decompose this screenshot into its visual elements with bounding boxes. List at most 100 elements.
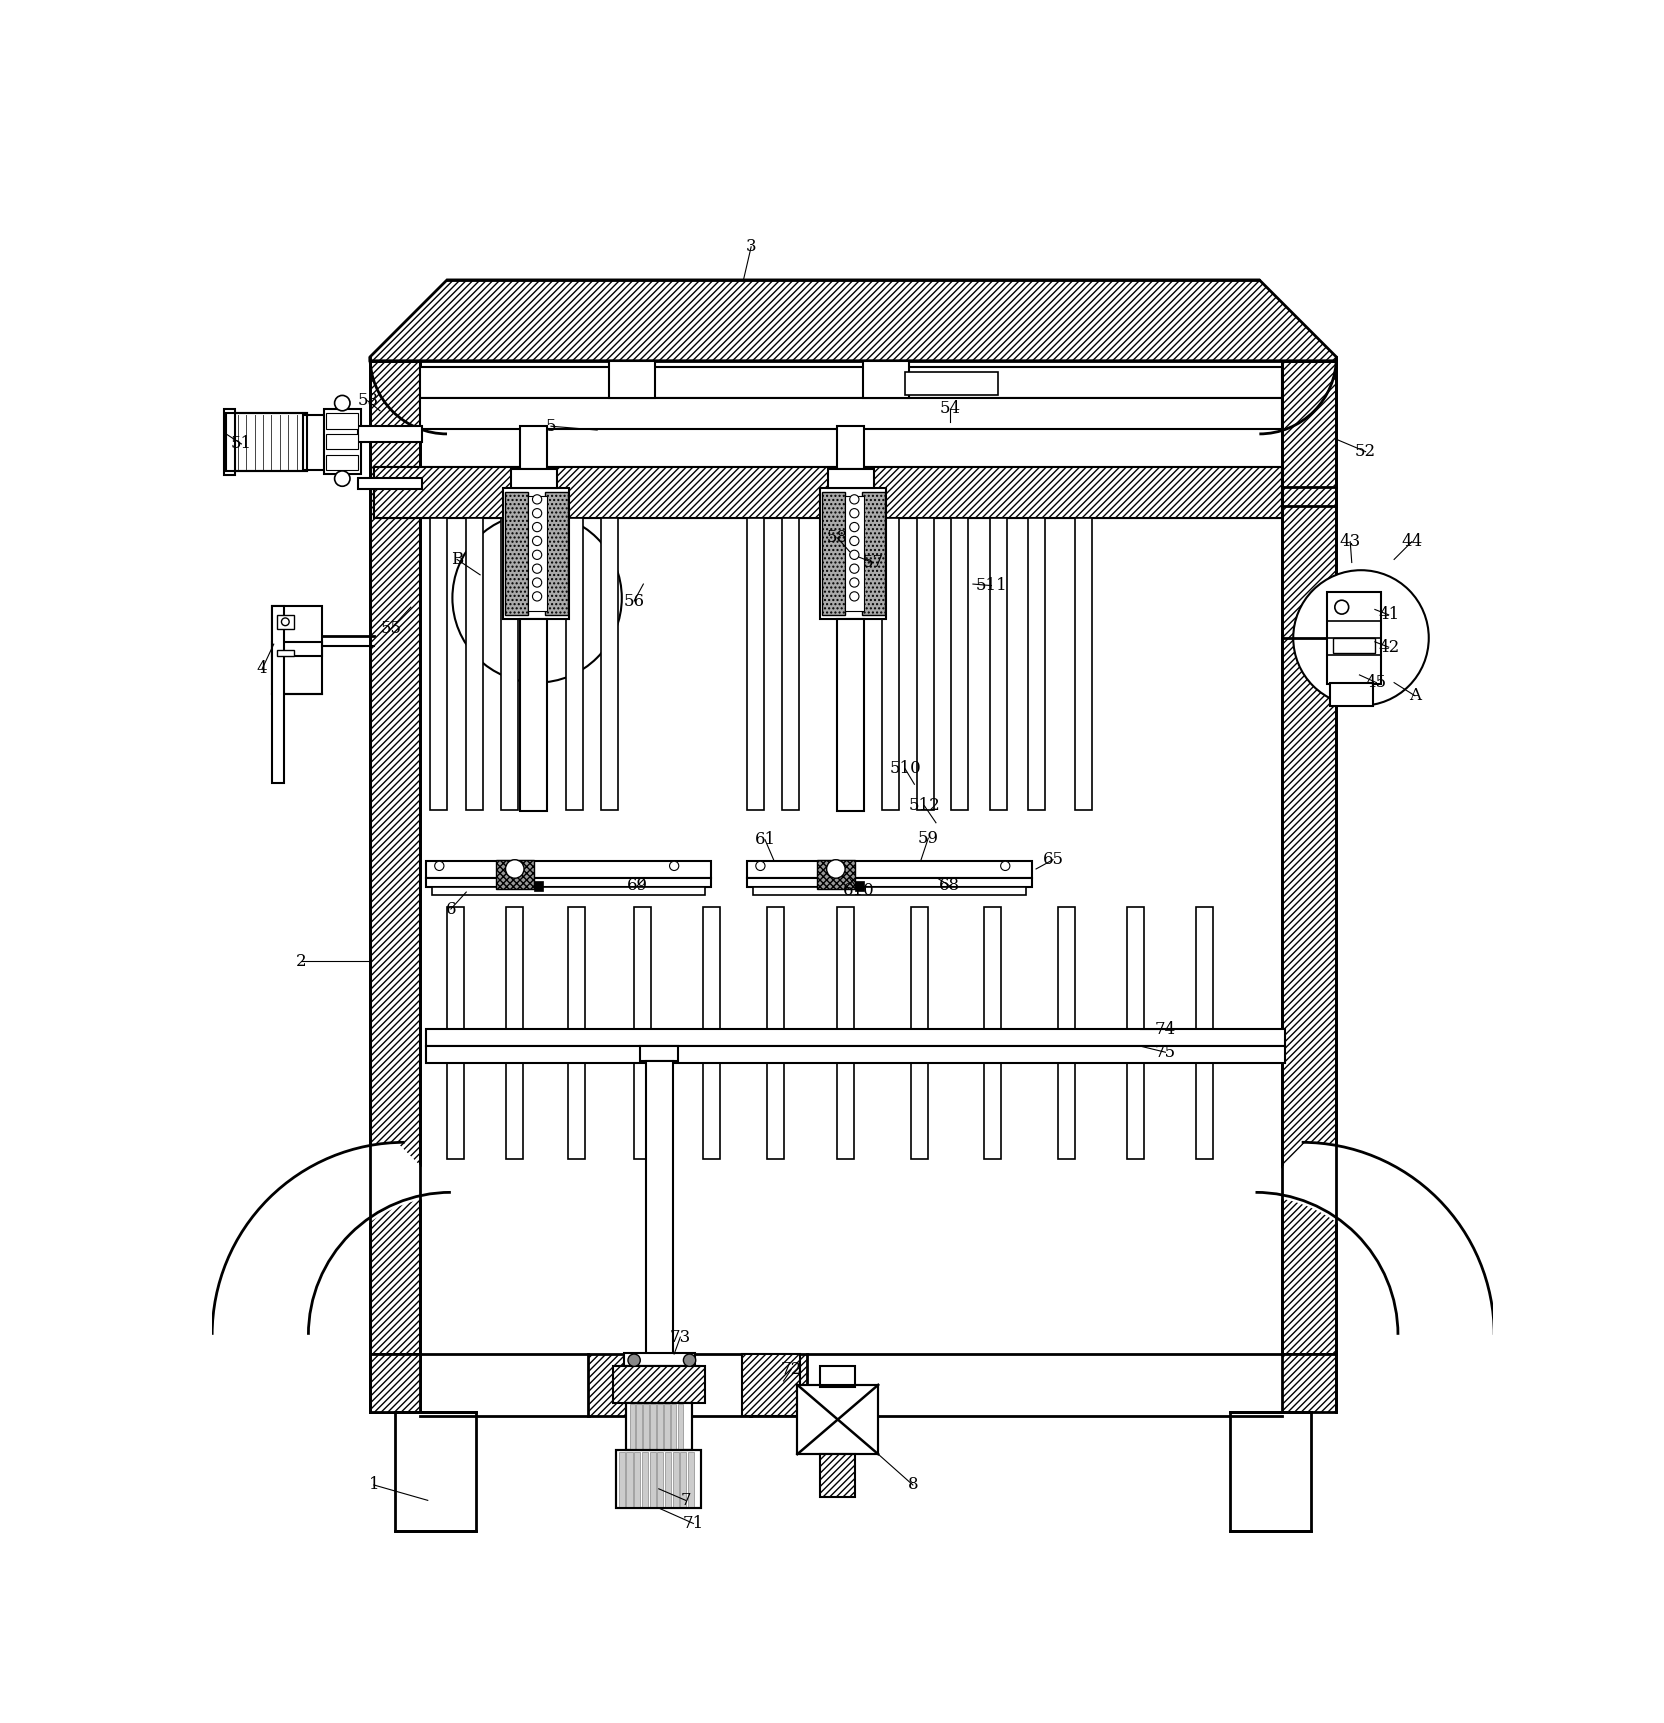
Bar xyxy=(749,1354,807,1416)
Bar xyxy=(820,1366,855,1387)
Circle shape xyxy=(1335,600,1350,613)
Bar xyxy=(609,360,656,398)
Bar xyxy=(822,491,845,615)
Bar xyxy=(601,519,617,810)
Circle shape xyxy=(532,522,542,532)
Bar xyxy=(905,372,997,395)
Text: 68: 68 xyxy=(938,877,960,894)
Bar xyxy=(837,426,864,469)
Bar xyxy=(426,862,711,879)
Bar xyxy=(616,1451,701,1508)
Bar xyxy=(634,1063,651,1160)
Bar xyxy=(534,880,542,891)
Text: 512: 512 xyxy=(909,798,940,815)
Bar xyxy=(1127,908,1143,1030)
Bar xyxy=(747,862,1032,879)
Circle shape xyxy=(1293,570,1429,706)
Bar xyxy=(419,398,1283,429)
Circle shape xyxy=(532,591,542,601)
Circle shape xyxy=(334,470,349,486)
Text: 61: 61 xyxy=(754,830,775,848)
Circle shape xyxy=(434,862,444,870)
Circle shape xyxy=(532,495,542,505)
Bar xyxy=(273,641,323,656)
Bar xyxy=(226,414,306,470)
Bar xyxy=(1075,519,1092,810)
Text: 7: 7 xyxy=(681,1492,691,1509)
Bar xyxy=(636,1404,642,1449)
Circle shape xyxy=(532,536,542,546)
Bar xyxy=(747,519,764,810)
Circle shape xyxy=(532,508,542,519)
Bar xyxy=(752,887,1027,896)
Bar xyxy=(797,1385,879,1454)
Bar xyxy=(651,1404,656,1449)
Circle shape xyxy=(850,522,859,532)
Bar xyxy=(521,426,547,469)
Text: 8: 8 xyxy=(907,1477,919,1494)
Bar xyxy=(704,1063,721,1160)
Bar xyxy=(1058,908,1075,1030)
Bar xyxy=(223,410,235,476)
Circle shape xyxy=(506,860,524,879)
Bar xyxy=(672,1452,679,1506)
Text: 59: 59 xyxy=(919,830,938,846)
Bar xyxy=(681,1452,687,1506)
Bar xyxy=(864,360,909,398)
Text: 44: 44 xyxy=(1401,532,1423,550)
Circle shape xyxy=(850,508,859,519)
Text: 510: 510 xyxy=(889,760,922,777)
Bar xyxy=(912,908,929,1030)
Bar xyxy=(567,1063,584,1160)
Bar xyxy=(273,605,323,694)
Polygon shape xyxy=(205,1142,451,1335)
Bar xyxy=(990,519,1007,810)
Bar xyxy=(634,908,651,1030)
Text: 1: 1 xyxy=(368,1477,379,1494)
Bar xyxy=(1127,1063,1143,1160)
Circle shape xyxy=(850,495,859,505)
Bar xyxy=(704,908,721,1030)
Bar xyxy=(626,1403,692,1451)
Bar xyxy=(687,1452,694,1506)
Bar xyxy=(639,1046,677,1061)
Bar xyxy=(797,1385,879,1454)
Text: 511: 511 xyxy=(975,577,1007,594)
Bar xyxy=(273,605,285,782)
Text: 6: 6 xyxy=(446,901,456,918)
Bar xyxy=(612,1366,706,1403)
Circle shape xyxy=(684,1354,696,1366)
Bar xyxy=(501,519,518,810)
Text: 75: 75 xyxy=(1155,1044,1176,1061)
Bar xyxy=(626,1452,632,1506)
Text: 610: 610 xyxy=(844,882,875,899)
Bar xyxy=(527,496,547,612)
Bar xyxy=(657,1452,664,1506)
Bar xyxy=(276,650,295,656)
Text: 2: 2 xyxy=(296,953,306,970)
Circle shape xyxy=(850,591,859,601)
Bar xyxy=(496,860,534,889)
Bar xyxy=(817,860,855,889)
Polygon shape xyxy=(369,1354,419,1411)
Text: 57: 57 xyxy=(862,555,884,570)
Text: 43: 43 xyxy=(1340,532,1361,550)
Text: 42: 42 xyxy=(1378,639,1399,656)
Text: 69: 69 xyxy=(627,877,647,894)
Bar xyxy=(1283,360,1336,1354)
Bar xyxy=(917,519,934,810)
Text: A: A xyxy=(1409,687,1421,705)
Bar xyxy=(1196,1063,1213,1160)
Bar xyxy=(358,426,423,441)
Circle shape xyxy=(755,862,765,870)
Text: 45: 45 xyxy=(1366,674,1388,691)
Bar xyxy=(276,615,295,629)
Bar xyxy=(820,1454,855,1497)
Bar xyxy=(506,1063,522,1160)
Bar xyxy=(429,519,448,810)
Text: 4: 4 xyxy=(256,660,268,677)
Bar xyxy=(369,1354,419,1411)
Text: B: B xyxy=(451,551,463,569)
Circle shape xyxy=(532,550,542,560)
Bar xyxy=(782,519,799,810)
